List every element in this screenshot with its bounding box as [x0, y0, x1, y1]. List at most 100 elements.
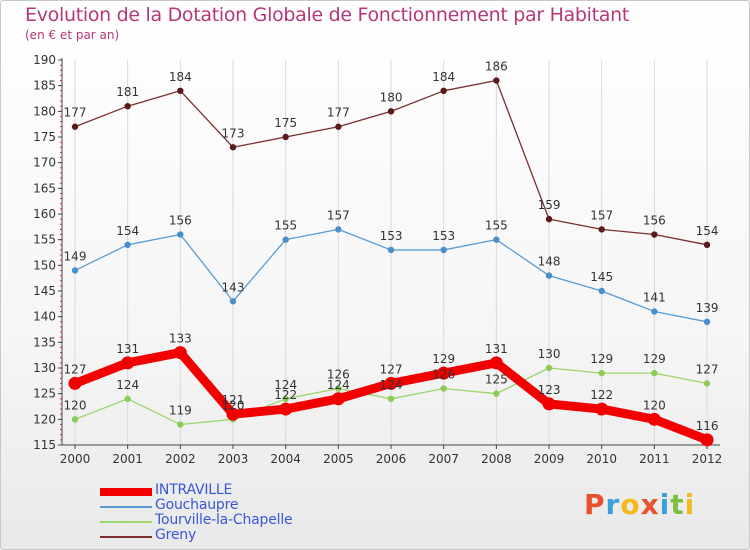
data-point — [335, 123, 342, 130]
data-label: 156 — [169, 214, 192, 228]
data-label: 122 — [590, 388, 613, 402]
y-tick-label: 170 — [33, 156, 56, 170]
y-tick-label: 165 — [33, 181, 56, 195]
data-label: 155 — [485, 219, 508, 233]
data-label: 120 — [64, 398, 87, 412]
logo-letter: P — [584, 488, 606, 521]
y-tick-label: 190 — [33, 53, 56, 67]
data-point — [282, 236, 289, 243]
y-tick-label: 140 — [33, 310, 56, 324]
data-label: 122 — [274, 388, 297, 402]
data-point — [177, 231, 184, 238]
data-point — [440, 87, 447, 95]
x-tick-label: 2009 — [534, 452, 565, 466]
data-label: 177 — [327, 106, 350, 120]
data-point — [124, 395, 131, 402]
data-point — [279, 402, 293, 416]
data-label: 153 — [380, 229, 403, 243]
data-label: 116 — [696, 419, 719, 433]
logo-letter: i — [684, 488, 696, 521]
data-label: 127 — [696, 362, 719, 376]
data-label: 125 — [485, 373, 508, 387]
logo-letter: o — [620, 488, 641, 521]
data-label: 124 — [274, 378, 297, 392]
data-label: 173 — [222, 126, 245, 140]
data-point — [331, 392, 345, 406]
logo-letter: x — [640, 488, 660, 521]
x-tick-label: 2010 — [586, 452, 617, 466]
x-tick-label: 2004 — [270, 452, 301, 466]
legend-swatch — [100, 506, 152, 508]
data-label: 157 — [590, 208, 613, 222]
data-point — [700, 433, 714, 447]
data-label: 121 — [222, 393, 245, 407]
data-label: 180 — [380, 90, 403, 104]
data-label: 131 — [116, 342, 139, 356]
legend-label: Greny — [155, 527, 197, 543]
data-label: 129 — [432, 352, 455, 366]
data-label: 156 — [643, 214, 666, 228]
data-point — [177, 87, 184, 95]
data-point — [387, 246, 395, 254]
data-point — [493, 77, 500, 84]
data-point — [651, 308, 658, 315]
data-point — [493, 236, 500, 243]
data-point — [493, 390, 500, 397]
data-point — [440, 385, 447, 392]
data-point — [437, 366, 451, 380]
data-label: 148 — [538, 255, 561, 269]
data-label: 143 — [222, 280, 245, 294]
data-label: 153 — [432, 229, 455, 243]
y-tick-label: 120 — [33, 412, 56, 426]
data-point — [387, 395, 395, 402]
data-point — [647, 412, 661, 426]
x-tick-label: 2007 — [428, 452, 459, 466]
data-point — [598, 369, 605, 377]
proxiti-logo: Proxiti — [584, 488, 695, 521]
data-point — [387, 108, 395, 115]
legend-label: Tourville-la-Chapelle — [155, 512, 293, 528]
data-point — [545, 215, 553, 223]
legend-label: Gouchaupre — [155, 497, 239, 513]
chart-subtitle: (en € et par an) — [25, 28, 120, 42]
x-tick-label: 2005 — [323, 452, 354, 466]
data-label: 126 — [432, 368, 455, 382]
y-tick-label: 175 — [33, 130, 56, 144]
x-tick-label: 2012 — [692, 452, 723, 466]
data-point — [71, 267, 79, 274]
y-tick-label: 150 — [33, 258, 56, 272]
data-point — [124, 103, 131, 110]
y-tick-label: 125 — [33, 387, 56, 401]
data-point — [545, 272, 553, 279]
data-label: 127 — [380, 362, 403, 376]
logo-letter: r — [605, 488, 621, 521]
y-tick-label: 180 — [33, 104, 56, 118]
y-tick-label: 130 — [33, 361, 56, 375]
data-point — [226, 407, 240, 421]
data-label: 149 — [64, 249, 87, 263]
data-label: 159 — [538, 198, 561, 212]
data-point — [229, 144, 237, 151]
data-point — [703, 380, 711, 387]
data-label: 186 — [485, 60, 508, 74]
data-label: 120 — [222, 398, 245, 412]
data-label: 127 — [64, 362, 87, 376]
data-label: 155 — [274, 219, 297, 233]
data-point — [71, 123, 79, 130]
data-point — [595, 402, 609, 416]
x-tick-label: 2000 — [60, 452, 91, 466]
data-label: 141 — [643, 291, 666, 305]
legend-swatch — [100, 536, 152, 538]
data-point — [173, 346, 187, 360]
data-label: 133 — [169, 332, 192, 346]
data-label: 129 — [643, 352, 666, 366]
data-point — [542, 397, 556, 411]
data-label: 145 — [590, 270, 613, 284]
data-point — [384, 376, 398, 390]
logo-letter: t — [670, 488, 685, 521]
data-point — [71, 416, 79, 423]
data-point — [545, 364, 553, 372]
legend-swatch — [100, 488, 152, 496]
data-label: 124 — [116, 378, 139, 392]
